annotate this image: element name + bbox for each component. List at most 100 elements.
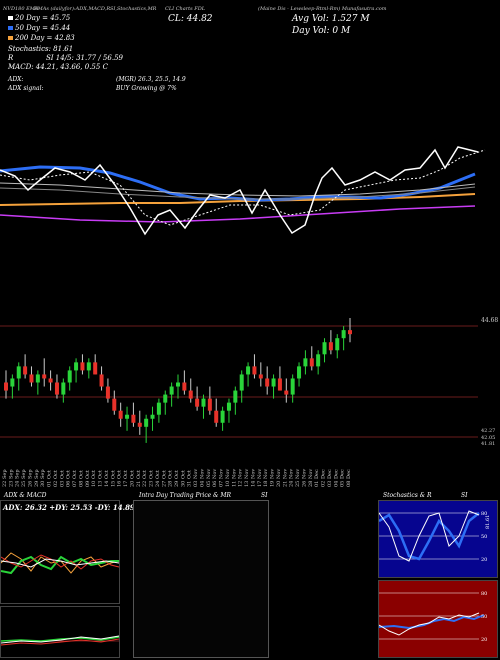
candle-body (233, 390, 238, 403)
date-tick-label: 17 Oct (123, 470, 129, 487)
date-tick-label: 22 Oct (142, 470, 148, 487)
plus-di-line (1, 555, 119, 575)
date-tick-label: 20 Oct (129, 470, 135, 487)
date-tick-label: 18 Nov (263, 469, 269, 487)
minus-di-line (1, 554, 119, 570)
si-lines: 80 50 20 (379, 591, 487, 643)
date-tick-label: 13 Oct (98, 470, 104, 487)
date-tick-label: 13 Nov (244, 469, 250, 487)
stoch-tick-20: 20 (481, 557, 487, 563)
intraday-panel (133, 500, 269, 658)
date-tick-label: 16 Oct (117, 470, 123, 487)
date-tick-label: 28 Oct (168, 470, 174, 487)
date-tick-label: 02 Oct (53, 470, 59, 487)
si-readout: SI 14/5: 31.77 / 56.59 (46, 54, 123, 62)
ma50-text: 50 Day = 45.44 (15, 24, 71, 32)
si-blue-line (379, 614, 485, 630)
date-tick-label: 10 Nov (225, 469, 231, 487)
moving-average-chart (0, 146, 486, 236)
candle-body (277, 378, 282, 391)
ma50-readout: 50 Day = 45.44 (8, 24, 70, 32)
candle-body (54, 382, 59, 395)
candle-body (35, 374, 40, 383)
date-tick-label: 26 Nov (301, 469, 307, 487)
date-tick-label: 06 Oct (66, 470, 72, 487)
date-tick-label: 06 Nov (212, 469, 218, 487)
ma200-text: 200 Day = 42.83 (15, 34, 75, 42)
candle-body (322, 342, 327, 355)
candle-body (290, 378, 295, 395)
date-tick-label: 04 Dec (333, 469, 339, 487)
candle-body (201, 398, 206, 407)
candle-body (303, 358, 308, 367)
adx-line-label: ADX: (8, 76, 24, 83)
cl-value: CL: 44.82 (168, 14, 213, 24)
candle-body (258, 374, 263, 379)
date-tick-label: 02 Dec (321, 469, 327, 487)
candle-body (239, 374, 244, 391)
ma20-text: 20 Day = 45.75 (15, 14, 71, 22)
stoch-panel-si: SI (461, 492, 468, 499)
ma20-swatch (8, 16, 13, 20)
candle-body (265, 378, 270, 387)
candle-body (176, 382, 180, 387)
candle-body (195, 398, 200, 407)
candle-body (112, 398, 117, 411)
macd-signal-line (1, 636, 119, 642)
date-tick-label: 08 Dec (346, 469, 352, 487)
candle-body (316, 354, 321, 367)
si-tick-50: 50 (481, 614, 487, 620)
si-white-line (379, 612, 480, 636)
adx-signal-value: BUY Growing @ 7% (116, 85, 177, 92)
candle-body (335, 338, 340, 351)
stoch-tick-50: 50 (481, 534, 487, 540)
macd-hist-line (1, 638, 119, 646)
candle-body (48, 378, 53, 383)
date-tick-label: 29 Sep (34, 469, 40, 487)
candle-body (207, 398, 212, 411)
adx-lines (1, 552, 119, 575)
candle-body (86, 362, 91, 371)
date-tick-label: 04 Nov (199, 469, 205, 487)
stoch-readout: Stochastics: 81.61 (8, 45, 74, 53)
date-tick-label: 08 Oct (78, 470, 84, 487)
ma200-line (0, 193, 476, 206)
adx-values: (MGR) 26.3, 25.5, 14.9 (116, 76, 186, 83)
candle-body (341, 330, 346, 339)
macd-lines (1, 635, 119, 646)
candle-body (214, 410, 219, 423)
stoch-side-value: 81.61 (485, 515, 491, 529)
price-label-top: 44.68 (481, 317, 498, 324)
adx-white-line (1, 558, 119, 568)
candle-body (105, 386, 110, 399)
date-tick-label: 10 Oct (91, 470, 97, 487)
date-tick-label: 21 Nov (282, 469, 288, 487)
si-tick-80: 80 (481, 591, 487, 597)
intraday-si: SI (261, 492, 268, 499)
ma-gray-line-1 (0, 182, 476, 197)
candle-body (156, 402, 161, 415)
date-tick-label: 24 Sep (15, 469, 21, 487)
macd-panel (0, 606, 120, 658)
ma20-readout: 20 Day = 45.75 (8, 14, 70, 22)
date-tick-label: 30 Oct (180, 470, 186, 487)
date-tick-label: 05 Dec (340, 469, 346, 487)
top-right-title: (Maine Dis - Lewsleep-Rtml-Rm) Munafasut… (258, 6, 387, 12)
candle-body (137, 422, 142, 427)
date-tick-label: 30 Sep (40, 469, 46, 487)
date-tick-label: 23 Oct (149, 470, 155, 487)
date-tick-label: 21 Oct (136, 470, 142, 487)
candle-body (99, 374, 104, 387)
candle-body (93, 362, 98, 375)
ma-dotted-line (0, 149, 486, 226)
candle-body (10, 378, 15, 387)
candle-body (16, 366, 21, 379)
ma200-readout: 200 Day = 42.83 (8, 34, 75, 42)
si-prefix: R (8, 54, 14, 62)
date-tick-label: 14 Nov (250, 469, 256, 487)
date-tick-label: 27 Oct (161, 470, 167, 487)
date-tick-label: 24 Nov (289, 469, 295, 487)
candle-body (328, 342, 333, 351)
macd-readout: MACD: 44.21, 43.66, 0.55 C (8, 63, 108, 71)
date-tick-label: 14 Oct (104, 470, 110, 487)
